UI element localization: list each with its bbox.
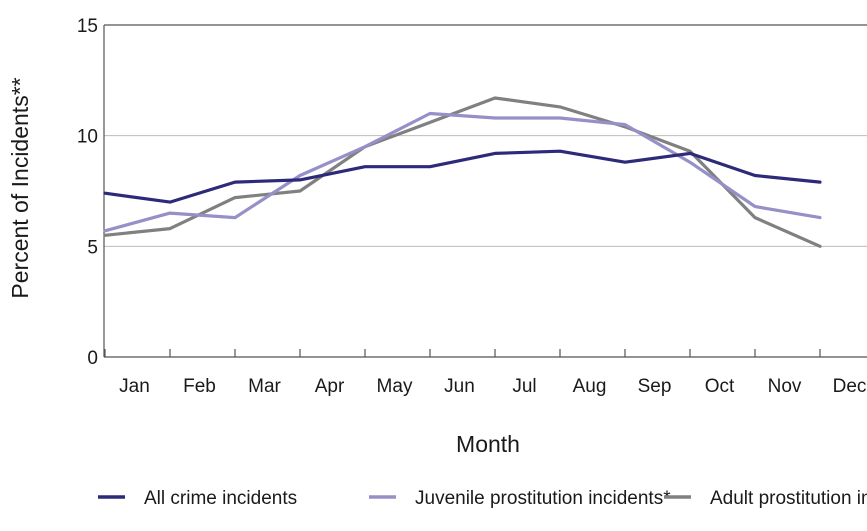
y-tick-label: 15: [77, 16, 98, 37]
series-line-3: [103, 96, 822, 248]
x-tick-label-jul: Jul: [512, 376, 536, 397]
y-axis-title: Percent of Incidents**: [7, 77, 33, 298]
series-lines: [103, 96, 822, 248]
series-line-1: [103, 149, 822, 204]
series-line-2: [103, 111, 822, 233]
y-tick-label: 10: [77, 127, 98, 148]
x-tick-label-aug: Aug: [573, 376, 607, 397]
gridlines: [104, 135, 867, 247]
x-tick-label-apr: Apr: [315, 376, 345, 397]
x-tick-label-sep: Sep: [638, 376, 672, 397]
legend-label: Juvenile prostitution incidents*: [415, 488, 671, 509]
y-axis-tick-labels: 0 5 10 15: [77, 16, 98, 369]
legend-item-3: Adult prostitution incidents: [664, 488, 867, 509]
y-tick-label: 5: [87, 237, 98, 258]
x-tick-label-nov: Nov: [768, 376, 802, 397]
x-tick-label-jun: Jun: [444, 376, 475, 397]
x-axis-tick-labels: Jan Feb Mar Apr May Jun Jul Aug Sep Oct Nov Dec: [119, 376, 866, 397]
x-tick-label-jan: Jan: [119, 376, 150, 397]
x-axis-ticks: [104, 349, 821, 357]
x-tick-label-may: May: [377, 376, 413, 397]
y-tick-label: 0: [87, 348, 98, 369]
x-tick-label-dec: Dec: [833, 376, 867, 397]
legend-label: Adult prostitution incidents: [710, 488, 867, 509]
x-tick-label-feb: Feb: [183, 376, 216, 397]
legend-item-1: All crime incidents: [98, 488, 297, 509]
legend-item-2: Juvenile prostitution incidents*: [369, 488, 671, 509]
x-tick-label-mar: Mar: [248, 376, 281, 397]
legend: All crime incidents Juvenile prostitution…: [98, 488, 867, 509]
plot-frame: [103, 24, 867, 358]
legend-label: All crime incidents: [144, 488, 297, 509]
x-axis-title: Month: [456, 431, 520, 457]
x-tick-label-oct: Oct: [705, 376, 735, 397]
